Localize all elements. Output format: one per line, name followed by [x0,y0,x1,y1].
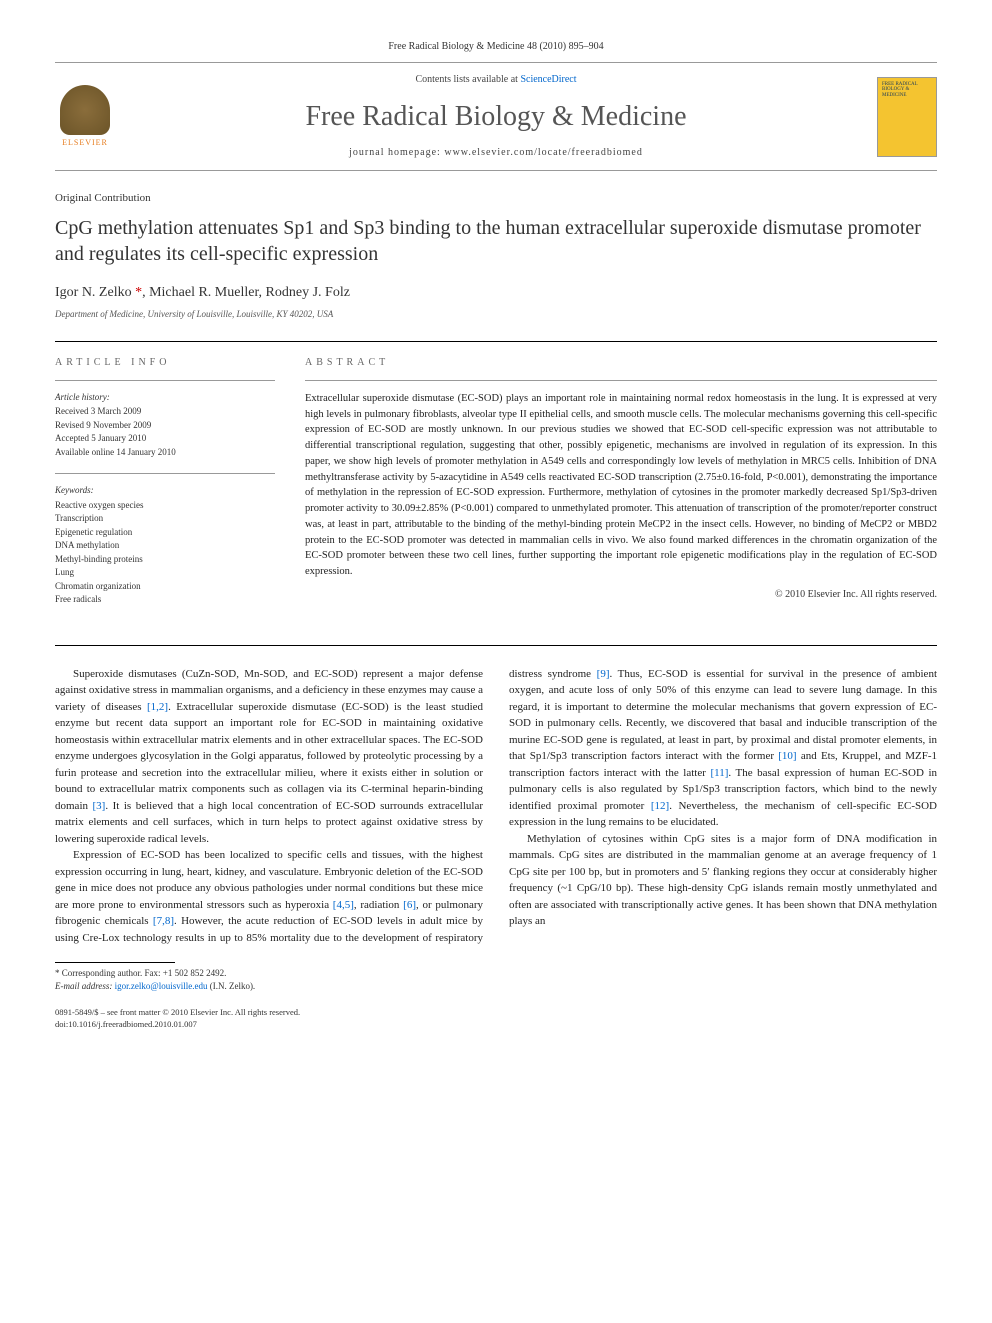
article-title: CpG methylation attenuates Sp1 and Sp3 b… [55,215,937,267]
journal-reference: Free Radical Biology & Medicine 48 (2010… [55,40,937,54]
author-corresponding: Igor N. Zelko [55,285,135,300]
history-accepted: Accepted 5 January 2010 [55,432,275,446]
doi-block: 0891-5849/$ – see front matter © 2010 El… [55,1007,937,1031]
history-revised: Revised 9 November 2009 [55,419,275,433]
keywords-block: Keywords: Reactive oxygen species Transc… [55,484,275,607]
history-label: Article history: [55,391,275,404]
keyword: Reactive oxygen species [55,499,275,513]
keyword: Epigenetic regulation [55,526,275,540]
elsevier-logo[interactable]: ELSEVIER [55,82,115,152]
info-abstract-row: ARTICLE INFO Article history: Received 3… [55,356,937,621]
ref-link[interactable]: [11] [710,767,728,779]
journal-name: Free Radical Biology & Medicine [115,97,877,136]
keyword: Free radicals [55,593,275,607]
keyword: Methyl-binding proteins [55,553,275,567]
body-paragraph: Methylation of cytosines within CpG site… [509,831,937,930]
journal-cover-thumbnail[interactable]: FREE RADICAL BIOLOGY & MEDICINE [877,77,937,157]
homepage-line: journal homepage: www.elsevier.com/locat… [115,146,877,160]
contribution-type: Original Contribution [55,191,937,206]
history-online: Available online 14 January 2010 [55,446,275,460]
elsevier-label: ELSEVIER [62,137,108,148]
divider [55,341,937,342]
contents-prefix: Contents lists available at [415,74,520,85]
ref-link[interactable]: [3] [93,800,106,812]
header-banner: ELSEVIER Contents lists available at Sci… [55,62,937,171]
cover-text: FREE RADICAL BIOLOGY & MEDICINE [882,82,932,99]
footnote-divider [55,962,175,963]
email-link[interactable]: igor.zelko@louisville.edu [115,981,208,991]
page-container: Free Radical Biology & Medicine 48 (2010… [0,0,992,1070]
abstract-divider [305,380,937,381]
ref-link[interactable]: [6] [403,899,416,911]
body-text: Superoxide dismutases (CuZn-SOD, Mn-SOD,… [55,666,937,947]
keyword: DNA methylation [55,539,275,553]
ref-link[interactable]: [12] [651,800,669,812]
contents-line: Contents lists available at ScienceDirec… [115,73,877,87]
abstract-column: ABSTRACT Extracellular superoxide dismut… [305,356,937,621]
body-paragraph: Superoxide dismutases (CuZn-SOD, Mn-SOD,… [55,666,483,848]
keyword: Chromatin organization [55,580,275,594]
abstract-copyright: © 2010 Elsevier Inc. All rights reserved… [305,588,937,602]
keyword: Transcription [55,512,275,526]
ref-link[interactable]: [9] [597,668,610,680]
authors-line: Igor N. Zelko *, Michael R. Mueller, Rod… [55,283,937,303]
elsevier-tree-icon [60,85,110,135]
header-center: Contents lists available at ScienceDirec… [115,73,877,160]
sciencedirect-link[interactable]: ScienceDirect [520,74,576,85]
ref-link[interactable]: [7,8] [153,915,174,927]
homepage-prefix: journal homepage: [349,147,444,158]
body-divider [55,645,937,646]
info-divider [55,473,275,474]
email-label: E-mail address: [55,981,115,991]
ref-link[interactable]: [4,5] [333,899,354,911]
affiliation: Department of Medicine, University of Lo… [55,308,937,321]
abstract-text: Extracellular superoxide dismutase (EC-S… [305,391,937,580]
info-divider [55,380,275,381]
doi-line1: 0891-5849/$ – see front matter © 2010 El… [55,1007,937,1019]
history-received: Received 3 March 2009 [55,405,275,419]
article-info-column: ARTICLE INFO Article history: Received 3… [55,356,275,621]
ref-link[interactable]: [10] [778,750,796,762]
email-suffix: (I.N. Zelko). [207,981,255,991]
email-footnote: E-mail address: igor.zelko@louisville.ed… [55,980,937,993]
keywords-label: Keywords: [55,484,275,497]
history-block: Article history: Received 3 March 2009 R… [55,391,275,460]
corresponding-footnote: * Corresponding author. Fax: +1 502 852 … [55,967,937,980]
abstract-heading: ABSTRACT [305,356,937,370]
ref-link[interactable]: [1,2] [147,701,168,713]
authors-rest: , Michael R. Mueller, Rodney J. Folz [142,285,350,300]
keyword: Lung [55,566,275,580]
doi-line2: doi:10.1016/j.freeradbiomed.2010.01.007 [55,1019,937,1031]
article-info-heading: ARTICLE INFO [55,356,275,370]
homepage-url: www.elsevier.com/locate/freeradbiomed [444,147,643,158]
